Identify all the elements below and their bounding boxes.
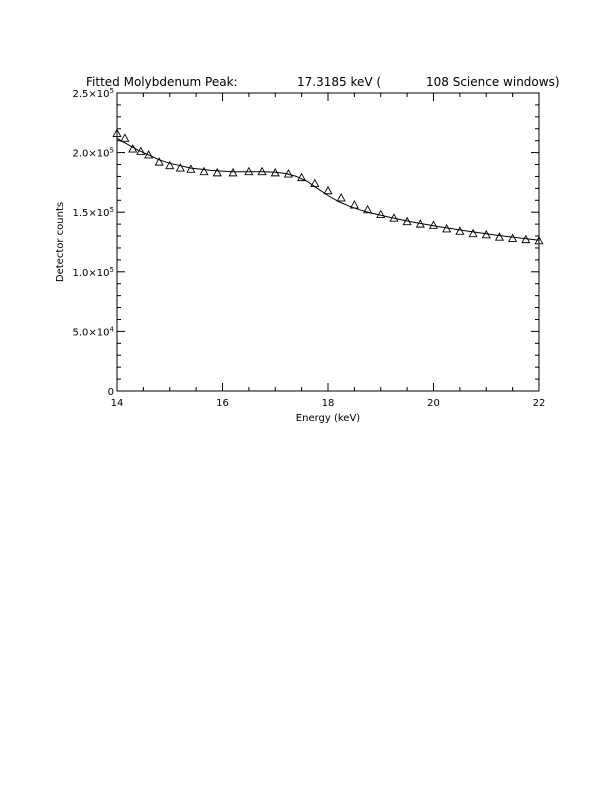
data-point-triangle [323,185,333,195]
data-point-triangle [283,169,293,178]
data-point-triangle [144,150,154,159]
x-tick-label: 22 [533,398,546,409]
data-point-triangle [310,178,320,188]
data-point-triangle [494,232,504,241]
data-point-triangle [154,157,164,166]
x-tick-label: 18 [322,398,335,409]
chart-title-part-2: 17.3185 keV ( [297,75,381,89]
y-tick-label: 5.0×104 [73,325,115,338]
y-tick-label: 2.0×105 [73,147,114,160]
data-point-triangle [270,167,280,177]
data-point-triangle [257,166,267,176]
data-point-triangle [120,133,130,142]
y-axis-ticks [117,92,539,392]
data-points [112,128,544,245]
y-tick-label: 2.5×105 [73,87,114,100]
data-point-triangle [244,166,254,176]
data-point-triangle [175,163,185,172]
data-point-triangle [455,226,465,235]
data-point-triangle [112,128,122,137]
data-point-triangle [402,216,412,226]
chart-title: Fitted Molybdenum Peak: 17.3185 keV ( 10… [86,75,560,89]
data-point-triangle [128,144,138,153]
data-point-triangle [521,234,531,244]
x-tick-label: 20 [427,398,440,409]
data-point-triangle [508,233,518,242]
data-point-triangle [389,213,399,222]
data-point-triangle [468,228,478,238]
x-axis-tick-labels: 14 16 18 20 22 [111,398,546,409]
fit-curve [116,137,540,241]
data-point-triangle [165,160,175,170]
data-point-triangle [376,209,386,219]
data-point-triangle [349,200,359,209]
data-point-triangle [199,166,209,176]
plot-frame [116,92,540,392]
data-point-triangle [363,204,373,214]
x-tick-label: 14 [111,398,124,409]
y-tick-label: 1.0×105 [73,266,114,279]
x-axis-label: Energy (keV) [296,413,361,424]
data-point-triangle [297,172,307,182]
y-axis-tick-labels: 0 5.0×104 1.0×105 1.5×105 2.0×105 2.5×105 [73,87,115,398]
data-point-triangle [228,167,238,177]
y-tick-label: 1.5×105 [73,206,114,219]
data-point-triangle [415,219,425,228]
x-tick-label: 16 [216,398,229,409]
data-point-triangle [186,164,196,173]
y-axis-label: Detector counts [55,202,66,282]
data-point-triangle [212,167,222,177]
data-point-triangle [336,192,346,202]
data-point-triangle [442,223,452,233]
data-point-triangle [534,235,544,245]
x-axis-ticks [116,93,540,391]
y-tick-label: 0 [108,387,114,398]
chart-title-part-1: Fitted Molybdenum Peak: [86,75,238,89]
data-point-triangle [428,220,439,229]
data-point-triangle [481,229,491,239]
chart-title-part-3: 108 Science windows) [426,75,560,89]
data-point-triangle [136,146,146,155]
